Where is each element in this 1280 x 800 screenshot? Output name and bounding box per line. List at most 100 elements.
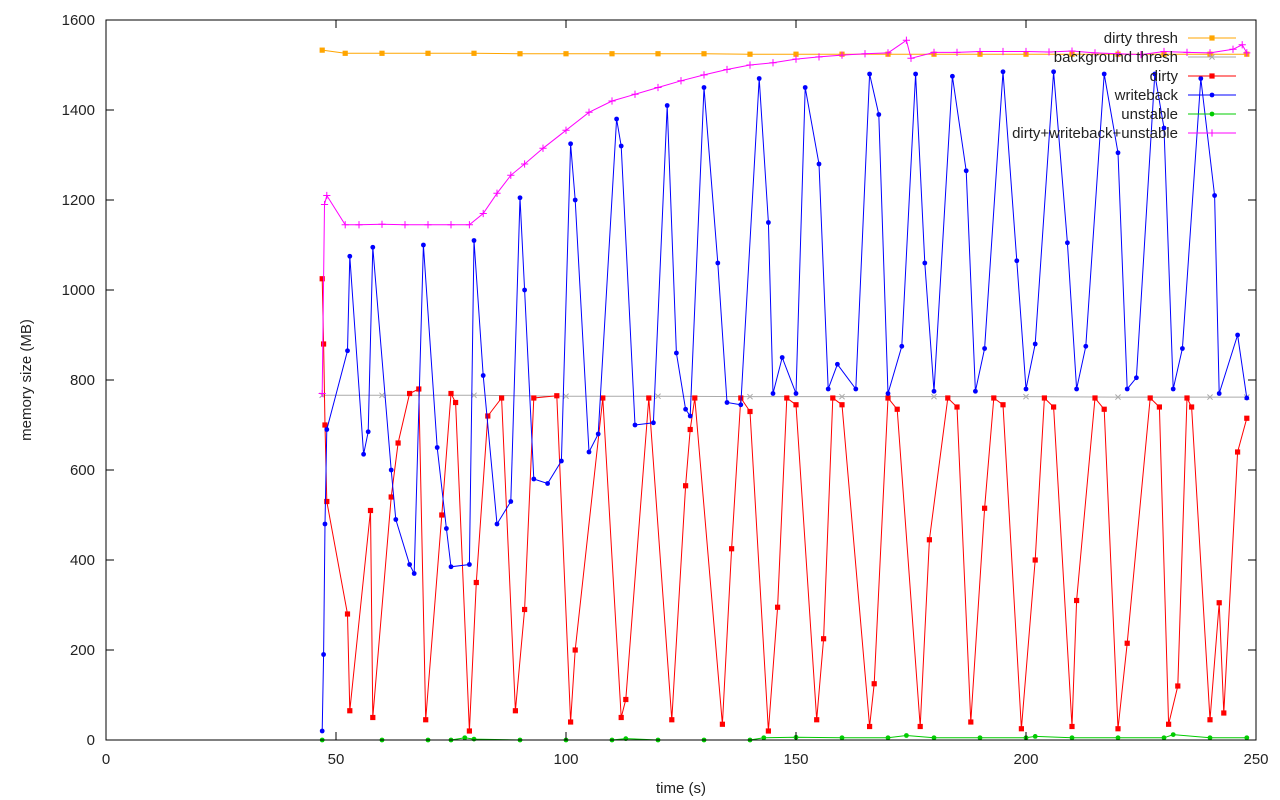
- data-point-writeback: [1051, 69, 1056, 75]
- data-point-writeback: [1198, 76, 1204, 81]
- legend-label: background thresh: [1054, 49, 1178, 66]
- series-writeback: [319, 69, 1250, 734]
- data-point-writeback: [779, 355, 785, 360]
- data-point-dirty: [1124, 640, 1130, 646]
- legend-swatch-marker: [1209, 35, 1215, 41]
- data-point-dirty-writeback-unstable: [318, 389, 326, 398]
- data-point-dirty: [683, 483, 689, 489]
- data-point-dirty-writeback-unstable: [424, 221, 432, 229]
- data-point-dirty-writeback-unstable: [401, 221, 409, 229]
- data-point-writeback: [1170, 386, 1176, 392]
- data-point-writeback: [494, 521, 500, 527]
- legend-swatch-marker: [1209, 111, 1215, 117]
- data-point-writeback: [545, 481, 550, 486]
- data-point-writeback: [361, 451, 366, 457]
- data-point-writeback: [393, 517, 399, 522]
- data-point-dirty: [531, 395, 537, 401]
- data-point-writeback: [322, 521, 328, 527]
- data-point-writeback: [319, 728, 325, 734]
- data-point-writeback: [407, 562, 412, 567]
- data-point-writeback: [867, 71, 872, 77]
- data-point-dirty: [522, 606, 528, 613]
- data-point-writeback: [899, 343, 905, 349]
- data-point-dirty-writeback-unstable: [585, 108, 593, 116]
- data-point-dirty-writeback-unstable: [608, 97, 616, 105]
- data-point-dirty: [765, 728, 771, 734]
- data-point-dirty-thresh: [425, 50, 431, 56]
- data-point-writeback: [559, 458, 564, 464]
- data-point-writeback: [345, 348, 350, 354]
- x-axis-label: time (s): [656, 780, 706, 797]
- data-point-writeback: [931, 388, 937, 394]
- data-point-dirty-writeback-unstable: [792, 55, 800, 63]
- data-point-writeback: [973, 388, 978, 394]
- data-point-dirty-writeback-unstable: [1114, 50, 1122, 58]
- data-point-writeback: [724, 400, 730, 405]
- data-point-dirty: [600, 395, 606, 401]
- data-point-dirty: [1101, 406, 1107, 412]
- y-tick-label: 200: [70, 642, 95, 659]
- data-point-dirty: [388, 494, 394, 500]
- data-point-writeback: [508, 499, 514, 504]
- data-point-dirty: [439, 512, 445, 518]
- data-point-background-thresh: [1115, 394, 1121, 401]
- data-point-writeback: [835, 361, 840, 367]
- data-point-dirty: [991, 395, 997, 401]
- legend-label: writeback: [1114, 87, 1179, 104]
- legend-label: dirty: [1150, 68, 1179, 85]
- data-point-writeback: [922, 260, 928, 266]
- data-point-dirty: [473, 579, 479, 586]
- data-point-dirty-thresh: [655, 51, 661, 57]
- data-point-writeback: [683, 406, 688, 412]
- data-point-writeback: [1115, 150, 1121, 156]
- data-point-dirty-writeback-unstable: [769, 59, 777, 67]
- data-point-writeback: [522, 287, 527, 293]
- data-point-writeback: [595, 431, 601, 437]
- data-point-writeback: [1216, 391, 1222, 396]
- data-point-dirty-writeback-unstable: [677, 77, 685, 85]
- data-point-writeback: [531, 476, 537, 482]
- data-point-writeback: [674, 350, 679, 356]
- data-point-background-thresh: [563, 393, 569, 400]
- data-point-dirty-writeback-unstable: [447, 221, 455, 229]
- data-point-writeback: [1083, 343, 1089, 349]
- data-point-writeback: [756, 76, 762, 81]
- data-point-dirty: [1175, 683, 1181, 689]
- y-tick-label: 1200: [62, 192, 95, 209]
- data-point-dirty: [1000, 402, 1006, 408]
- legend: dirty thresh background thresh dirty writeb…: [1012, 30, 1236, 142]
- data-point-writeback: [411, 571, 417, 576]
- data-point-writeback: [687, 413, 693, 419]
- data-point-dirty-thresh: [319, 47, 325, 53]
- data-point-writeback: [614, 116, 619, 122]
- data-point-writeback: [1212, 193, 1217, 198]
- data-point-dirty: [729, 546, 735, 552]
- data-point-dirty: [395, 440, 401, 446]
- y-tick-label: 1600: [62, 12, 95, 29]
- data-point-dirty: [1156, 404, 1162, 410]
- data-point-dirty: [453, 399, 459, 406]
- data-point-dirty: [512, 708, 518, 714]
- data-point-dirty: [839, 402, 845, 408]
- data-point-dirty: [423, 717, 429, 723]
- data-point-dirty: [1041, 395, 1047, 401]
- data-point-writeback: [480, 373, 486, 378]
- data-point-unstable: [1032, 734, 1038, 739]
- data-point-dirty: [775, 604, 781, 610]
- data-point-dirty-writeback-unstable: [1137, 51, 1145, 59]
- data-point-unstable: [839, 735, 845, 741]
- data-point-writeback: [853, 386, 859, 392]
- data-point-writeback: [1023, 386, 1029, 392]
- data-point-unstable: [1244, 735, 1250, 741]
- data-point-dirty: [1216, 600, 1222, 606]
- data-point-dirty: [1069, 723, 1075, 730]
- data-point-writeback: [370, 244, 376, 250]
- data-point-dirty: [448, 390, 454, 397]
- data-point-dirty-thresh: [609, 51, 615, 57]
- data-point-dirty-writeback-unstable: [1183, 48, 1191, 56]
- data-point-dirty-writeback-unstable: [493, 189, 501, 197]
- x-tick-label: 100: [553, 751, 578, 768]
- data-point-background-thresh: [1023, 393, 1029, 400]
- data-point-writeback: [448, 564, 454, 570]
- y-tick-label: 1000: [62, 282, 95, 299]
